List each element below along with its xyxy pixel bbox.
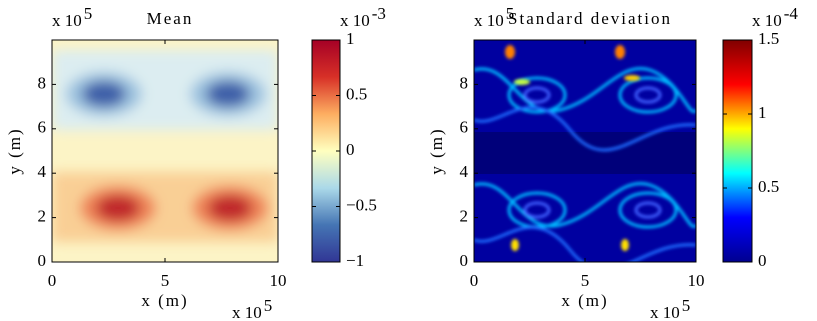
x-tick-label: 10 — [270, 271, 287, 290]
x-axis-label: x (m) — [141, 291, 188, 310]
field-swirl — [523, 201, 551, 219]
field-peak — [621, 239, 629, 251]
scale-exponent: 5 — [84, 4, 93, 23]
field-swirl — [634, 201, 662, 219]
y-axis-label: y (m) — [427, 127, 446, 174]
y-tick-label: 2 — [460, 207, 469, 226]
chart-title: Standard deviation — [508, 9, 672, 28]
field-swirl — [474, 66, 696, 114]
field-swirl — [523, 86, 551, 104]
y-tick-label: 0 — [38, 251, 47, 270]
field-peak — [514, 79, 530, 85]
scale-exponent: 5 — [682, 296, 691, 315]
field-swirls — [474, 66, 696, 262]
colorbar-tick-label: 1.5 — [758, 29, 779, 48]
colorbar-tick-label: 1 — [346, 29, 355, 48]
scale-exponent: -3 — [372, 4, 386, 23]
scale-base: x 10 — [232, 303, 262, 321]
field-swirl — [474, 226, 696, 262]
scale-base: x 10 — [650, 303, 680, 321]
field-swirl — [507, 76, 567, 114]
field-peak — [511, 239, 519, 251]
field-peak — [624, 75, 640, 81]
field-blob — [206, 81, 250, 107]
field-blob — [82, 81, 126, 107]
colorbar-tick-label: 0.5 — [346, 84, 367, 103]
scale-exponent: 5 — [506, 4, 515, 23]
colorbar — [311, 39, 341, 263]
x-tick-label: 0 — [470, 271, 479, 290]
field-peaks — [505, 45, 640, 251]
scale-exponent: 5 — [264, 296, 273, 315]
std-field — [474, 40, 696, 262]
y-tick-label: 6 — [38, 118, 47, 137]
field-peak — [505, 45, 515, 59]
y-axis-label: y (m) — [5, 127, 24, 174]
field-swirl — [618, 76, 678, 114]
colorbar-tick-label: 0.5 — [758, 177, 779, 196]
x-axis-label: x (m) — [561, 291, 608, 310]
field-peak — [615, 45, 625, 59]
y-tick-label: 8 — [38, 73, 47, 92]
y-tick-label: 4 — [460, 162, 469, 181]
scale-base: x 10 — [52, 11, 82, 30]
y-tick-label: 6 — [460, 118, 469, 137]
y-tick-label: 0 — [460, 251, 469, 270]
colorbar — [722, 39, 753, 263]
colorbar-tick-label: 1 — [758, 103, 767, 122]
colorbar-tick-label: 0 — [758, 251, 767, 270]
field-blob — [208, 195, 252, 221]
mean-field — [52, 40, 278, 262]
scale-base: x 10 — [474, 11, 504, 30]
y-tick-label: 4 — [38, 162, 47, 181]
field-swirl — [474, 181, 696, 229]
x-tick-label: 5 — [581, 271, 590, 290]
colorbar-tick-label: −1 — [346, 251, 364, 270]
field-swirl — [634, 86, 662, 104]
field-swirl — [474, 106, 696, 152]
x-tick-label: 0 — [48, 271, 57, 290]
chart-title: Mean — [147, 9, 194, 28]
y-tick-label: 2 — [38, 207, 47, 226]
scale-exponent: -4 — [784, 4, 799, 23]
field-swirl — [618, 191, 678, 229]
colorbar-tick-label: 0 — [346, 140, 355, 159]
x-tick-label: 5 — [161, 271, 170, 290]
scale-base: x 10 — [340, 11, 370, 30]
colorbar-tick-label: −0.5 — [346, 195, 377, 214]
scale-base: x 10 — [752, 11, 782, 30]
field-band — [474, 132, 696, 174]
y-tick-label: 8 — [460, 73, 469, 92]
x-tick-label: 10 — [688, 271, 705, 290]
field-blobs — [52, 50, 278, 242]
field-blob — [96, 195, 140, 221]
